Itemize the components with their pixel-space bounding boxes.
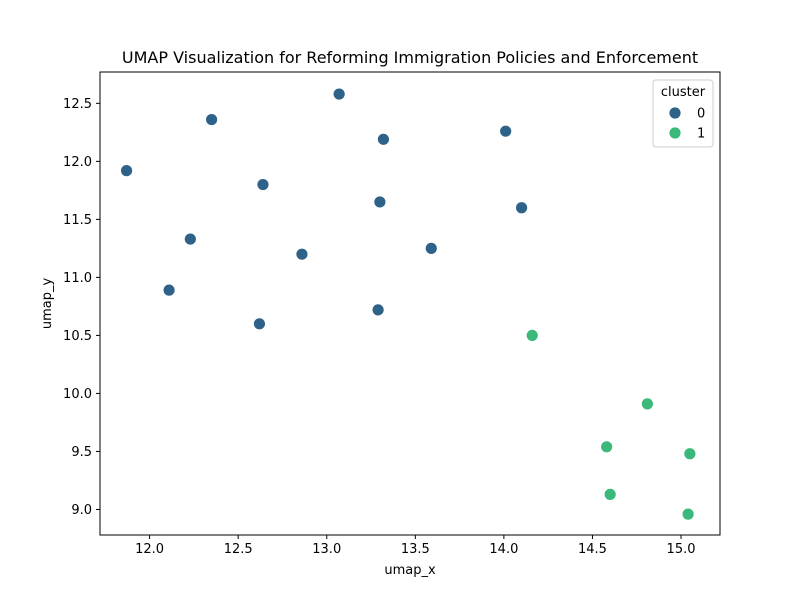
point-cluster-0-7 (332, 87, 346, 101)
y-axis-label: umap_y (40, 278, 55, 330)
x-axis: 12.0 12.5 13.0 13.5 14.0 14.5 15.0 (135, 535, 696, 557)
y-tick-label: 9.5 (71, 445, 92, 460)
point-cluster-1-3 (640, 397, 654, 411)
point-cluster-0-11 (424, 241, 438, 255)
y-tick-label: 11.0 (63, 271, 92, 286)
legend-marker-cluster-0 (668, 106, 682, 120)
point-cluster-0-8 (371, 303, 385, 317)
y-tick-label: 10.5 (63, 329, 92, 344)
x-tick-label: 13.5 (401, 542, 430, 557)
point-cluster-0-2 (183, 232, 197, 246)
legend-box (652, 79, 714, 148)
x-tick-label: 14.0 (489, 542, 518, 557)
point-cluster-1-5 (683, 447, 697, 461)
point-cluster-0-6 (295, 247, 309, 261)
point-cluster-0-10 (377, 132, 390, 146)
y-tick-label: 11.5 (63, 213, 92, 228)
point-cluster-0-5 (256, 178, 270, 191)
x-tick-label: 12.0 (135, 542, 164, 557)
points-layer (120, 87, 697, 521)
y-axis: 9.0 9.5 10.0 10.5 11.0 11.5 12.0 12.5 (63, 97, 100, 518)
legend-title: cluster (661, 85, 706, 100)
point-cluster-0-4 (253, 317, 266, 331)
plot-frame (99, 71, 721, 536)
point-cluster-1-1 (600, 440, 614, 454)
y-tick-label: 12.5 (63, 97, 92, 112)
point-cluster-0-3 (205, 113, 219, 126)
chart-title: UMAP Visualization for Reforming Immigra… (122, 48, 698, 67)
legend-marker-cluster-1 (668, 126, 682, 140)
legend: cluster 0 1 (652, 79, 714, 148)
point-cluster-1-2 (603, 487, 617, 501)
point-cluster-1-0 (525, 329, 539, 342)
y-tick-label: 9.0 (71, 503, 92, 518)
x-axis-label: umap_x (384, 563, 436, 578)
x-tick-label: 14.5 (578, 542, 607, 557)
y-tick-label: 12.0 (63, 155, 92, 170)
y-tick-label: 10.0 (63, 387, 92, 402)
point-cluster-1-4 (681, 507, 695, 521)
x-tick-label: 13.0 (312, 542, 341, 557)
point-cluster-0-9 (373, 195, 387, 209)
x-tick-label: 15.0 (667, 542, 696, 557)
x-tick-label: 12.5 (224, 542, 253, 557)
point-cluster-0-1 (162, 283, 176, 297)
legend-label-cluster-0: 0 (697, 107, 705, 122)
point-cluster-0-0 (120, 164, 133, 178)
point-cluster-0-13 (515, 201, 528, 215)
point-cluster-0-12 (499, 124, 513, 138)
legend-label-cluster-1: 1 (697, 127, 705, 142)
